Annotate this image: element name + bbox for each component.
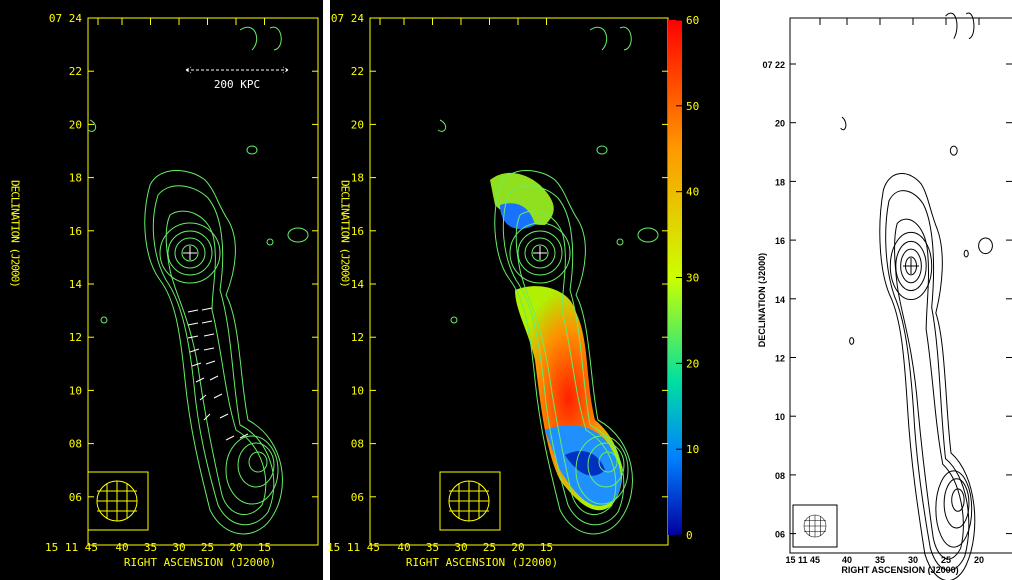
colorbar-label: 10	[686, 443, 699, 456]
colorbar-label: 30	[686, 272, 699, 285]
y-tick-label: 10	[69, 384, 82, 397]
y-tick-label: 18	[351, 172, 364, 185]
x-axis-label: RIGHT ASCENSION (J2000)	[406, 556, 558, 569]
x-tick-label: 20	[974, 555, 984, 565]
y-tick-label: 14	[775, 295, 785, 305]
x-tick-label: 30	[908, 555, 918, 565]
scale-label: 200 KPC	[214, 78, 260, 91]
plot-frame	[790, 18, 1012, 553]
y-tick-label: 20	[69, 118, 82, 131]
x-axis-label: RIGHT ASCENSION (J2000)	[841, 565, 958, 575]
x-tick-label: 15	[258, 541, 271, 554]
y-tick-label: 12	[775, 354, 785, 364]
x-tick-label: 40	[115, 541, 128, 554]
y-tick-label: 14	[69, 278, 83, 291]
y-tick-label: 07 24	[49, 12, 82, 25]
y-tick-label: 10	[351, 384, 364, 397]
y-tick-label: 18	[775, 177, 785, 187]
x-tick-label: 15 11 45	[45, 541, 98, 554]
y-tick-label: 06	[69, 491, 82, 504]
core-marker	[903, 258, 919, 274]
x-tick-label: 25	[201, 541, 214, 554]
figure: 200 KPC 07 24 22 20 18 16 14 12 10 08 06 15 11 45 4…	[0, 0, 1012, 580]
y-axis-label: DECLINATION (J2000)	[757, 253, 767, 347]
panel-background	[0, 0, 323, 580]
y-tick-label: 07 24	[331, 12, 364, 25]
y-tick-label: 06	[351, 491, 364, 504]
x-tick-label: 35	[144, 541, 157, 554]
y-tick-label: 16	[775, 236, 785, 246]
colorbar-label: 20	[686, 357, 699, 370]
y-axis-label: DECLINATION (J2000)	[339, 180, 352, 287]
x-tick-label: 35	[426, 541, 439, 554]
y-tick-label: 12	[351, 331, 364, 344]
x-tick-label: 15 11 45	[327, 541, 380, 554]
x-tick-label: 15	[540, 541, 553, 554]
colorbar-label: 50	[686, 100, 699, 113]
x-tick-label: 20	[511, 541, 524, 554]
y-tick-label: 16	[69, 225, 82, 238]
y-tick-label: 08	[775, 471, 785, 481]
y-tick-label: 10	[775, 412, 785, 422]
y-tick-label: 22	[351, 65, 364, 78]
x-tick-label: 15 11 45	[785, 555, 820, 565]
colorbar-label: 60	[686, 14, 699, 27]
x-tick-label: 25	[941, 555, 951, 565]
x-tick-label: 30	[454, 541, 467, 554]
y-tick-label: 08	[351, 438, 364, 451]
y-tick-label: 22	[69, 65, 82, 78]
y-axis-label: DECLINATION (J2000)	[9, 180, 22, 287]
y-tick-label: 18	[69, 172, 82, 185]
y-tick-label: 14	[351, 278, 365, 291]
y-tick-label: 16	[351, 225, 364, 238]
x-axis-label: RIGHT ASCENSION (J2000)	[124, 556, 276, 569]
x-tick-label: 35	[875, 555, 885, 565]
colorbar-label: 40	[686, 186, 699, 199]
x-tick-label: 40	[842, 555, 852, 565]
beam-box	[793, 505, 837, 547]
y-tick-label: 20	[351, 118, 364, 131]
x-tick-label: 30	[172, 541, 185, 554]
colorbar-label: 0	[686, 529, 693, 542]
y-tick-label: 20	[775, 119, 785, 129]
x-tick-label: 40	[397, 541, 410, 554]
x-tick-label: 20	[229, 541, 242, 554]
y-tick-label: 06	[775, 530, 785, 540]
y-tick-label: 07 22	[762, 60, 785, 70]
y-tick-label: 08	[69, 438, 82, 451]
y-tick-label: 12	[69, 331, 82, 344]
x-tick-label: 25	[483, 541, 496, 554]
contours	[841, 13, 993, 580]
